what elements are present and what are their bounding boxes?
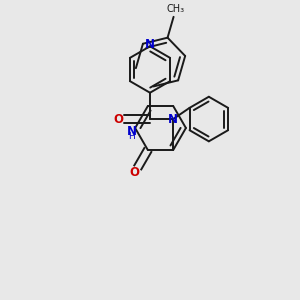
Text: O: O [130, 166, 140, 179]
Text: N: N [145, 38, 155, 51]
Text: O: O [114, 112, 124, 125]
Text: N: N [126, 124, 136, 138]
Text: N: N [168, 112, 178, 125]
Text: CH₃: CH₃ [167, 4, 185, 14]
Text: H: H [128, 132, 135, 141]
